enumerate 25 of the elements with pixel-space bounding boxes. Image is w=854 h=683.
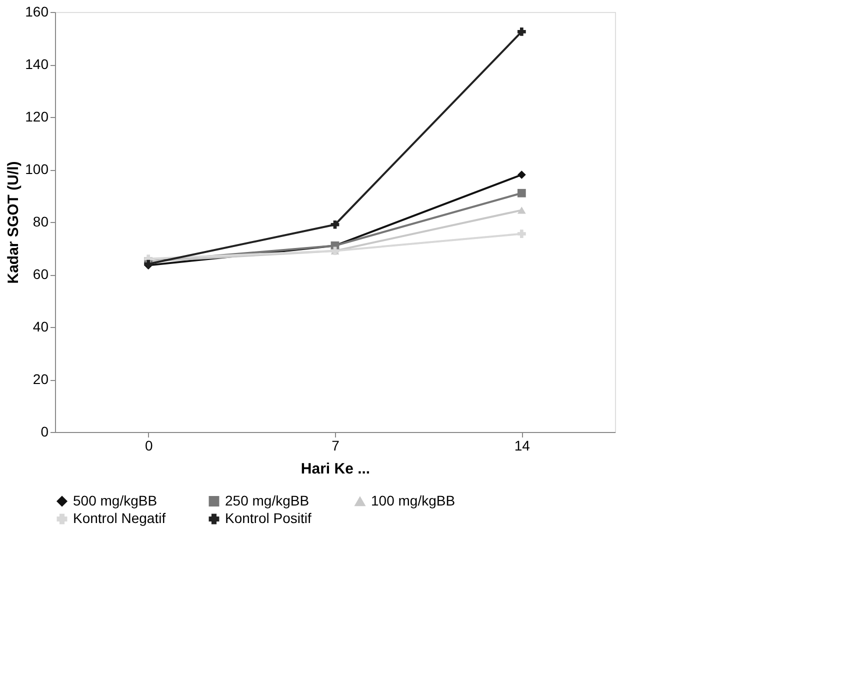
y-tick-label: 140: [25, 56, 49, 72]
legend-label: 500 mg/kgBB: [73, 492, 158, 508]
point: [517, 206, 526, 214]
x-tick-label: 0: [144, 438, 153, 454]
point: [330, 220, 340, 229]
y-tick-label: 40: [32, 318, 49, 334]
y-tick-label: 160: [25, 4, 49, 20]
x-tick-label: 7: [332, 438, 340, 454]
point: [517, 230, 526, 238]
y-tick-label: 60: [32, 266, 49, 282]
y-tick-label: 0: [40, 424, 49, 440]
y-axis-title: Kadar SGOT (U/l): [5, 161, 22, 284]
legend-label: Kontrol Negatif: [73, 510, 166, 526]
legend-label: Kontrol Positif: [225, 510, 312, 526]
point: [517, 188, 526, 198]
y-tick-label: 120: [25, 108, 49, 124]
x-tick-label: 14: [514, 438, 530, 454]
point: [517, 28, 526, 36]
y-tick-label: 80: [32, 214, 49, 230]
point: [517, 170, 526, 179]
legend-label: 100 mg/kgBB: [371, 492, 456, 508]
y-tick-label: 100: [25, 161, 49, 177]
y-tick-label: 20: [32, 371, 49, 387]
legend-label: 250 mg/kgBB: [225, 492, 310, 508]
x-axis-title: Hari Ke ...: [300, 460, 370, 478]
